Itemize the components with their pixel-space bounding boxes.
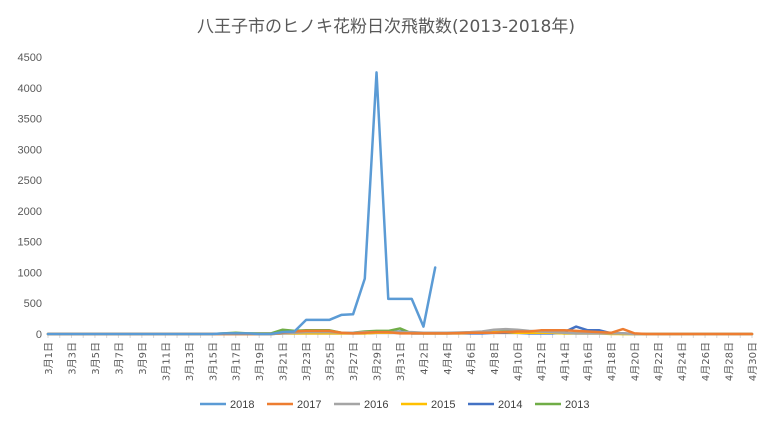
y-tick-label: 0 bbox=[36, 329, 42, 341]
legend-label-2018: 2018 bbox=[230, 399, 254, 411]
legend-label-2017: 2017 bbox=[297, 399, 321, 411]
x-tick-label: 3月13日 bbox=[184, 342, 196, 381]
legend-label-2013: 2013 bbox=[565, 399, 589, 411]
y-tick-label: 2000 bbox=[18, 206, 42, 218]
x-tick-label: 3月21日 bbox=[278, 342, 290, 381]
x-tick-label: 3月27日 bbox=[348, 342, 360, 381]
x-tick-label: 3月1日 bbox=[43, 342, 55, 375]
x-tick-label: 3月11日 bbox=[160, 342, 172, 381]
x-tick-label: 4月10日 bbox=[512, 342, 524, 381]
y-tick-label: 500 bbox=[24, 298, 42, 310]
x-tick-label: 4月28日 bbox=[724, 342, 736, 381]
x-tick-label: 3月7日 bbox=[113, 342, 125, 375]
x-tick-label: 4月12日 bbox=[536, 342, 548, 381]
x-tick-label: 4月20日 bbox=[630, 342, 642, 381]
x-tick-label: 3月3日 bbox=[66, 342, 78, 375]
x-tick-label: 3月23日 bbox=[301, 342, 313, 381]
y-tick-label: 4500 bbox=[18, 52, 42, 64]
x-tick-label: 3月15日 bbox=[207, 342, 219, 381]
legend-label-2015: 2015 bbox=[431, 399, 455, 411]
series-line-2018 bbox=[46, 71, 437, 336]
y-tick-label: 2500 bbox=[18, 175, 42, 187]
series-lines bbox=[46, 71, 754, 336]
x-tick-label: 4月24日 bbox=[677, 342, 689, 381]
x-tick-label: 3月29日 bbox=[372, 342, 384, 381]
x-tick-label: 4月26日 bbox=[700, 342, 712, 381]
x-tick-label: 3月25日 bbox=[325, 342, 337, 381]
x-tick-label: 4月30日 bbox=[747, 342, 759, 381]
x-tick-label: 4月8日 bbox=[489, 342, 501, 375]
y-tick-label: 3500 bbox=[18, 114, 42, 126]
x-tick-label: 4月2日 bbox=[418, 342, 430, 375]
x-tick-label: 4月16日 bbox=[583, 342, 595, 381]
x-tick-label: 3月31日 bbox=[395, 342, 407, 381]
x-tick-label: 3月19日 bbox=[254, 342, 266, 381]
x-tick-label: 4月14日 bbox=[559, 342, 571, 381]
y-tick-label: 4000 bbox=[18, 83, 42, 95]
x-tick-label: 4月6日 bbox=[465, 342, 477, 375]
x-tick-label: 4月18日 bbox=[606, 342, 618, 381]
chart-title: 八王子市のヒノキ花粉日次飛散数(2013-2018年) bbox=[197, 17, 575, 37]
x-tick-label: 4月22日 bbox=[653, 342, 665, 381]
x-tick-label: 3月9日 bbox=[137, 342, 149, 375]
x-tick-label: 3月5日 bbox=[90, 342, 102, 375]
legend: 2018 2017 2016 2015 2014 2013 bbox=[200, 399, 589, 411]
x-tick-label: 3月17日 bbox=[231, 342, 243, 381]
y-tick-label: 1000 bbox=[18, 267, 42, 279]
legend-label-2016: 2016 bbox=[364, 399, 388, 411]
x-tick-label: 4月4日 bbox=[442, 342, 454, 375]
x-axis-ticks: 3月1日 3月3日 3月5日 3月7日 3月9日 3月11日 3月13日 3月15日 3月17日… bbox=[43, 342, 759, 381]
y-axis-ticks: 0 500 1000 1500 2000 2500 3000 3500 4000 4500 bbox=[18, 52, 42, 341]
y-tick-label: 3000 bbox=[18, 144, 42, 156]
legend-label-2014: 2014 bbox=[498, 399, 522, 411]
y-tick-label: 1500 bbox=[18, 237, 42, 249]
